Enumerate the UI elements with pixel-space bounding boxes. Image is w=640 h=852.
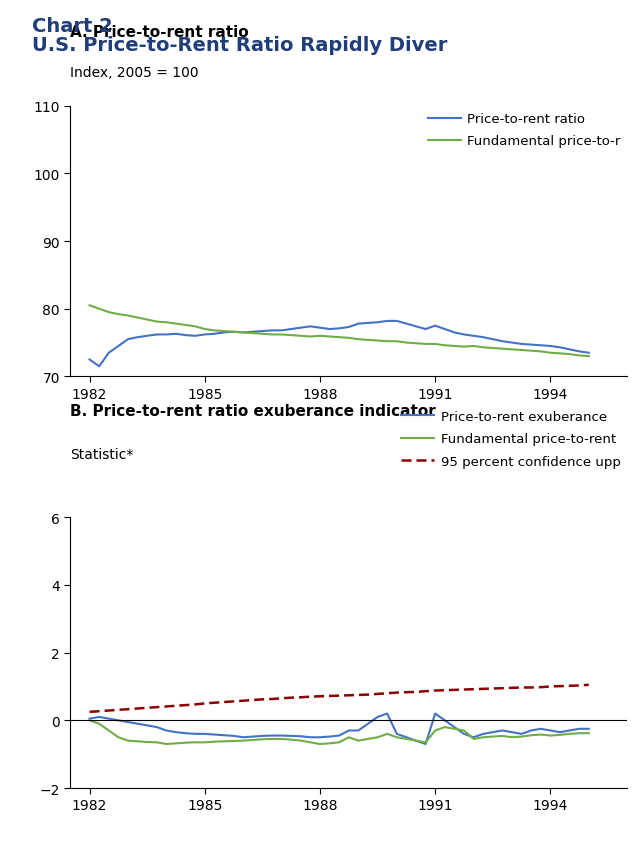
Text: B. Price-to-rent ratio exuberance indicator: B. Price-to-rent ratio exuberance indica… xyxy=(70,404,436,419)
Text: Statistic*: Statistic* xyxy=(70,447,134,461)
Text: Index, 2005 = 100: Index, 2005 = 100 xyxy=(70,66,199,80)
Text: U.S. Price-to-Rent Ratio Rapidly Diver: U.S. Price-to-Rent Ratio Rapidly Diver xyxy=(32,36,447,55)
Legend: Price-to-rent ratio, Fundamental price-to-r: Price-to-rent ratio, Fundamental price-t… xyxy=(428,113,621,148)
Legend: Price-to-rent exuberance, Fundamental price-to-rent, 95 percent confidence upp: Price-to-rent exuberance, Fundamental pr… xyxy=(401,411,621,468)
Text: Chart 2: Chart 2 xyxy=(32,17,113,36)
Text: A. Price-to-rent ratio: A. Price-to-rent ratio xyxy=(70,26,249,40)
